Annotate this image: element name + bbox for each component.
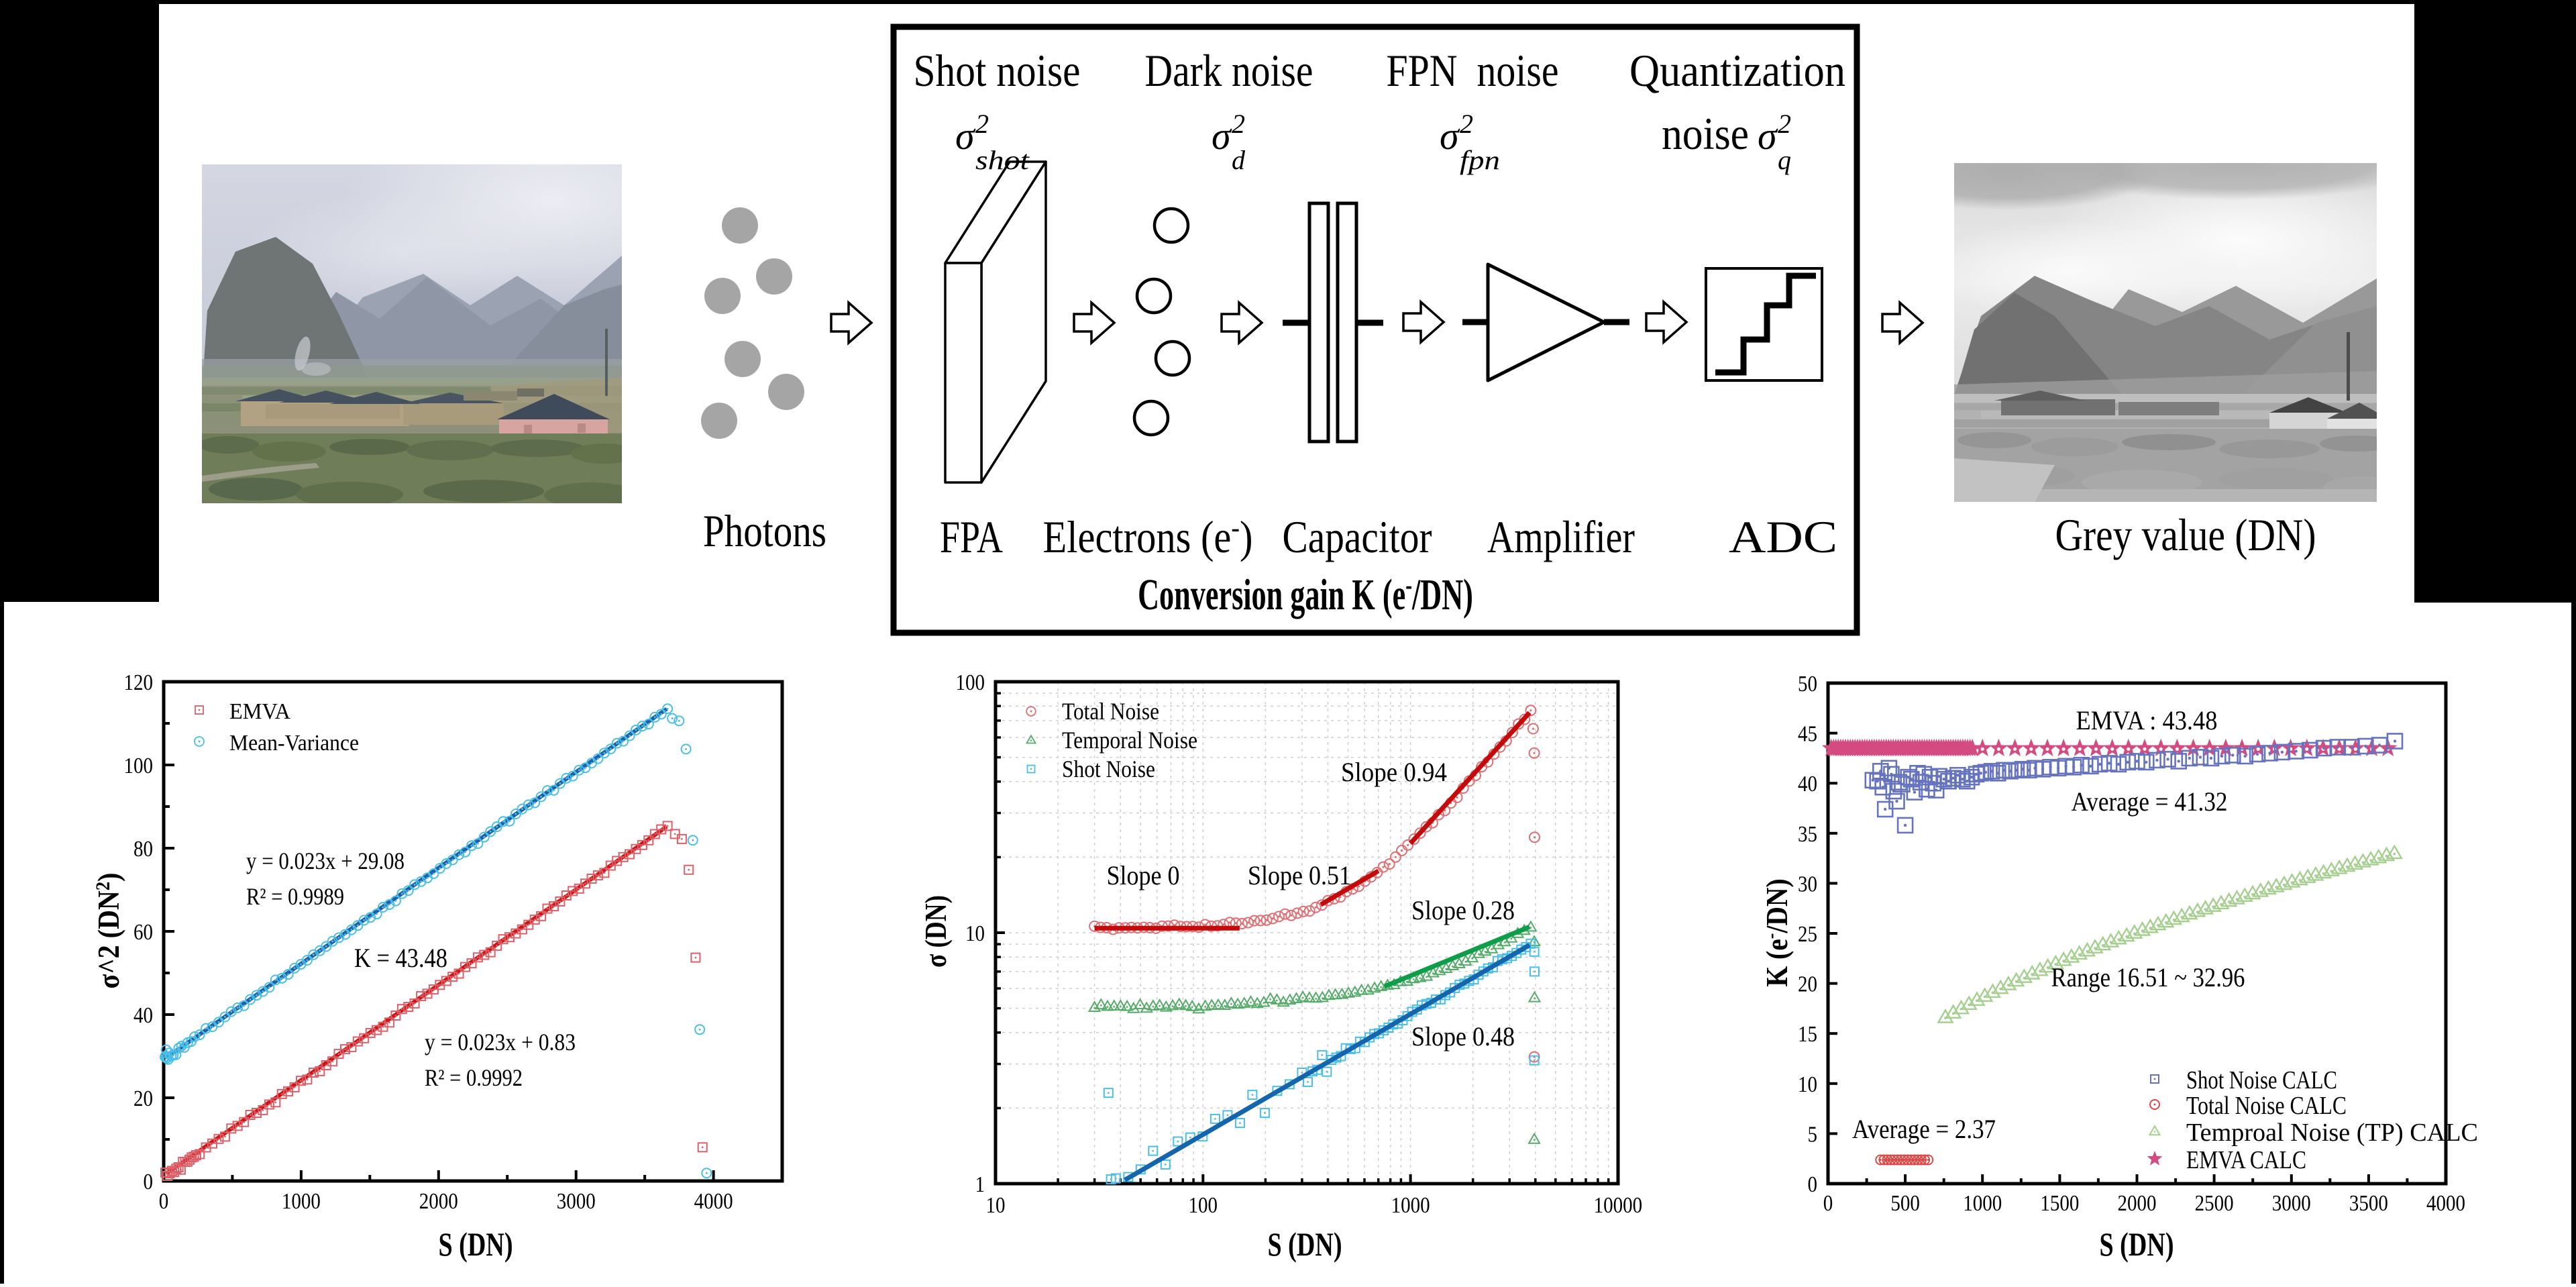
svg-text:20: 20 [1798, 972, 1817, 997]
svg-text:EMVA: EMVA [229, 699, 290, 724]
svg-text:Slope 0.51: Slope 0.51 [1248, 860, 1351, 890]
svg-text:q: q [1778, 145, 1791, 175]
svg-text:σ: σ [955, 114, 976, 158]
svg-text:FPN noise: FPN noise [1387, 45, 1559, 96]
svg-text:σ: σ [1212, 114, 1232, 158]
svg-text:Average = 41.32: Average = 41.32 [2072, 786, 2228, 817]
svg-text:shot: shot [975, 145, 1030, 175]
svg-text:noise: noise [1662, 108, 1749, 159]
svg-text:Electrons (e-): Electrons (e-) [1043, 511, 1253, 562]
svg-text:S (DN): S (DN) [1268, 1225, 1342, 1263]
svg-text:ADC: ADC [1729, 511, 1837, 562]
svg-text:3500: 3500 [2349, 1191, 2388, 1216]
svg-text:10000: 10000 [1594, 1193, 1643, 1218]
svg-text:Shot noise: Shot noise [914, 45, 1081, 96]
svg-text:Slope 0.48: Slope 0.48 [1411, 1021, 1515, 1051]
svg-text:2: 2 [1778, 109, 1791, 139]
svg-text:Range 16.51 ~ 32.96: Range 16.51 ~ 32.96 [2051, 962, 2245, 992]
svg-text:Dark noise: Dark noise [1145, 45, 1313, 96]
svg-text:10: 10 [1798, 1072, 1817, 1097]
svg-text:S (DN): S (DN) [439, 1225, 513, 1263]
svg-text:2: 2 [975, 109, 989, 139]
svg-text:Shot Noise CALC: Shot Noise CALC [2186, 1066, 2337, 1094]
svg-text:y = 0.023x + 0.83: y = 0.023x + 0.83 [425, 1029, 576, 1056]
svg-text:Shot Noise: Shot Noise [1062, 756, 1155, 782]
svg-text:Total Noise: Total Noise [1062, 698, 1159, 725]
svg-text:30: 30 [1798, 872, 1817, 896]
svg-text:120: 120 [124, 670, 154, 695]
svg-text:0: 0 [144, 1170, 154, 1194]
svg-text:σ^2 (DN2): σ^2 (DN2) [93, 873, 126, 989]
svg-text:σ: σ [1440, 114, 1460, 158]
svg-text:80: 80 [133, 837, 153, 862]
svg-text:25: 25 [1798, 922, 1817, 947]
svg-text:1000: 1000 [1963, 1191, 2002, 1216]
svg-text:fpn: fpn [1460, 145, 1500, 175]
svg-text:R² = 0.9992: R² = 0.9992 [425, 1064, 523, 1091]
svg-text:2: 2 [1232, 109, 1245, 139]
svg-text:σ: σ [1758, 114, 1778, 158]
svg-text:100: 100 [1189, 1193, 1218, 1218]
svg-text:d: d [1232, 145, 1246, 175]
svg-text:Total Noise CALC: Total Noise CALC [2186, 1092, 2347, 1120]
svg-text:1500: 1500 [2040, 1191, 2079, 1216]
svg-text:y = 0.023x + 29.08: y = 0.023x + 29.08 [246, 847, 405, 874]
svg-text:20: 20 [133, 1086, 153, 1111]
svg-text:1000: 1000 [1391, 1193, 1430, 1218]
svg-text:Quantization: Quantization [1629, 45, 1845, 96]
svg-text:Average = 2.37: Average = 2.37 [1852, 1114, 1996, 1144]
svg-text:50: 50 [1798, 672, 1817, 697]
svg-text:0: 0 [1808, 1172, 1818, 1197]
svg-text:35: 35 [1798, 822, 1817, 847]
svg-text:4000: 4000 [694, 1189, 733, 1214]
svg-text:σ (DN): σ (DN) [918, 895, 953, 968]
svg-text:2: 2 [1460, 109, 1473, 139]
svg-text:1: 1 [975, 1172, 985, 1197]
svg-text:EMVA : 43.48: EMVA : 43.48 [2076, 705, 2218, 735]
svg-text:2000: 2000 [2118, 1191, 2157, 1216]
svg-text:500: 500 [1890, 1191, 1920, 1216]
svg-text:Temproal Noise (TP) CALC: Temproal Noise (TP) CALC [2186, 1119, 2478, 1147]
svg-text:100: 100 [956, 670, 985, 695]
svg-text:EMVA CALC: EMVA CALC [2186, 1146, 2306, 1174]
svg-text:R² = 0.9989: R² = 0.9989 [246, 883, 344, 910]
svg-text:40: 40 [1798, 772, 1817, 796]
svg-text:Amplifier: Amplifier [1487, 511, 1635, 562]
svg-text:S (DN): S (DN) [2100, 1225, 2174, 1263]
svg-text:2500: 2500 [2195, 1191, 2234, 1216]
svg-text:Slope 0.28: Slope 0.28 [1411, 895, 1515, 925]
svg-text:K (e-/DN): K (e-/DN) [1760, 878, 1794, 986]
svg-text:0: 0 [159, 1189, 169, 1214]
svg-text:Photons: Photons [703, 505, 826, 556]
svg-text:15: 15 [1798, 1022, 1817, 1047]
svg-text:Grey value (DN): Grey value (DN) [2055, 509, 2316, 560]
svg-text:Temporal Noise: Temporal Noise [1062, 727, 1197, 754]
svg-text:3000: 3000 [557, 1189, 596, 1214]
svg-text:45: 45 [1798, 722, 1817, 747]
svg-text:10: 10 [986, 1193, 1006, 1218]
svg-text:10: 10 [965, 921, 985, 946]
svg-text:Slope 0: Slope 0 [1107, 860, 1180, 890]
svg-text:4000: 4000 [2426, 1191, 2465, 1216]
svg-text:40: 40 [133, 1003, 153, 1028]
svg-text:5: 5 [1808, 1122, 1818, 1147]
svg-text:Conversion gain K (e-/DN): Conversion gain K (e-/DN) [1138, 569, 1473, 619]
svg-text:60: 60 [133, 920, 153, 945]
svg-text:Mean-Variance: Mean-Variance [229, 731, 359, 756]
svg-text:3000: 3000 [2272, 1191, 2311, 1216]
svg-text:1000: 1000 [282, 1189, 321, 1214]
svg-text:2000: 2000 [419, 1189, 458, 1214]
svg-text:Capacitor: Capacitor [1283, 511, 1432, 562]
svg-text:Slope 0.94: Slope 0.94 [1341, 757, 1447, 787]
svg-text:FPA: FPA [940, 511, 1003, 562]
svg-text:0: 0 [1823, 1191, 1833, 1216]
svg-text:K = 43.48: K = 43.48 [354, 943, 447, 973]
svg-text:100: 100 [124, 754, 154, 778]
